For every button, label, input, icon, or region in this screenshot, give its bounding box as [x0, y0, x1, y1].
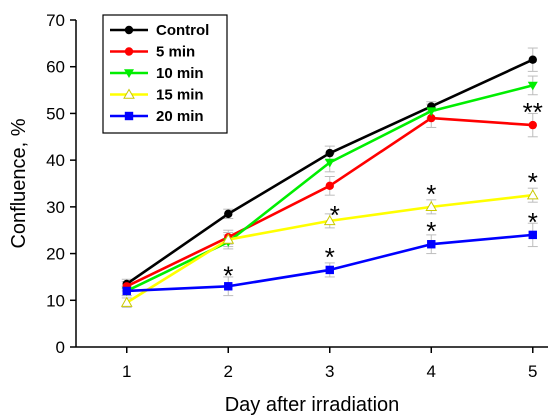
- data-point-20-min: [122, 286, 131, 296]
- data-point-control: [224, 209, 233, 219]
- significance-mark: *: [528, 167, 538, 197]
- x-tick-label: 3: [325, 362, 334, 381]
- data-point-5-min: [528, 120, 537, 130]
- significance-mark: *: [426, 179, 436, 209]
- significance-mark: *: [426, 216, 436, 246]
- significance-mark: *: [330, 200, 340, 230]
- data-point-10-min: [324, 158, 335, 168]
- data-point-20-min: [325, 265, 334, 275]
- data-point-15-min: [323, 214, 336, 226]
- data-point-5-min: [427, 113, 436, 123]
- x-tick-label: 1: [122, 362, 131, 381]
- x-tick-label: 5: [528, 362, 537, 381]
- y-tick-label: 0: [56, 338, 65, 357]
- x-tick-label: 2: [224, 362, 233, 381]
- data-point-15-min: [222, 233, 235, 244]
- data-point-5-min: [325, 181, 334, 191]
- legend-marker-10-min: [124, 69, 134, 78]
- y-tick-label: 20: [46, 245, 65, 264]
- y-axis-title: Confluence, %: [8, 118, 30, 248]
- significance-mark: *: [528, 207, 538, 237]
- legend-label-20-min: 20 min: [156, 108, 204, 125]
- data-point-15-min: [425, 200, 438, 212]
- legend-label-control: Control: [156, 22, 209, 39]
- legend: Control 5 min 10 min 15 min 20 min: [102, 14, 228, 134]
- y-tick-label: 30: [46, 198, 65, 217]
- y-tick-label: 10: [46, 291, 65, 310]
- y-tick-label: 70: [46, 11, 65, 30]
- data-point-15-min: [526, 189, 539, 200]
- data-point-control: [528, 55, 537, 64]
- y-tick-label: 50: [46, 104, 65, 123]
- legend-marker-control: [124, 25, 134, 35]
- data-point-20-min: [427, 240, 436, 249]
- legend-label-15-min: 15 min: [156, 87, 204, 104]
- data-point-20-min: [224, 282, 233, 291]
- legend-marker-15-min: [123, 88, 135, 99]
- data-point-10-min: [527, 81, 538, 91]
- legend-label-10-min: 10 min: [156, 65, 204, 82]
- significance-mark: *: [325, 242, 335, 272]
- series-group: [120, 55, 539, 307]
- data-point-control: [325, 148, 334, 158]
- legend-marker-20-min: [124, 111, 134, 121]
- x-tick-label: 4: [427, 362, 436, 381]
- data-point-20-min: [528, 230, 537, 240]
- significance-mark: *: [223, 261, 233, 291]
- x-axis-title: Day after irradiation: [225, 394, 400, 416]
- significance-annotations: *********: [223, 97, 543, 291]
- legend-label-5-min: 5 min: [156, 44, 195, 61]
- data-point-15-min: [120, 296, 133, 307]
- y-tick-label: 40: [46, 151, 65, 170]
- legend-marker-5-min: [124, 47, 134, 56]
- y-tick-label: 60: [46, 58, 65, 77]
- data-point-10-min: [426, 107, 437, 117]
- axes: 0 10 20 30 40 50 60 70 1 2 3 4 5 Day after irradiatio…: [8, 11, 548, 416]
- legend-box: [102, 14, 228, 134]
- significance-mark: **: [523, 97, 543, 127]
